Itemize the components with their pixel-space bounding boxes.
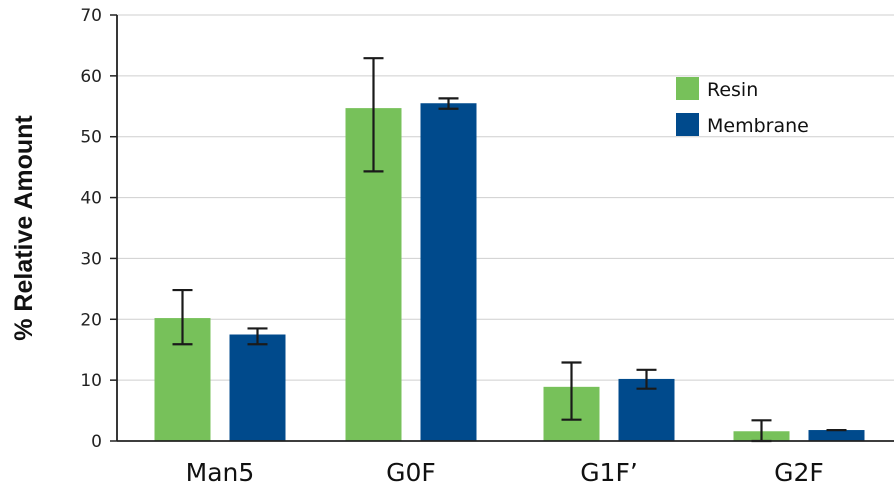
y-tick-labels: 0 10 20 30 40 50 60 70	[80, 6, 102, 452]
x-category-label-1: G0F	[386, 458, 436, 487]
x-category-label-2: G1F’	[580, 458, 638, 487]
bar-membrane-3	[808, 430, 865, 441]
legend-swatch-resin	[676, 77, 699, 100]
y-tick-label-50: 50	[80, 128, 102, 148]
y-tick-label-40: 40	[80, 189, 102, 209]
y-tick-label-10: 10	[80, 371, 102, 391]
bar-membrane-0	[229, 334, 286, 441]
x-category-label-3: G2F	[774, 458, 824, 487]
y-tick-label-0: 0	[91, 432, 102, 452]
error-bar-membrane-0	[247, 327, 268, 346]
legend-item-membrane: Membrane	[676, 113, 809, 137]
x-category-label-0: Man5	[186, 458, 255, 487]
error-bar-membrane-2	[636, 368, 657, 390]
legend: Resin Membrane	[676, 77, 809, 137]
y-tick-label-20: 20	[80, 310, 102, 330]
axes	[110, 14, 894, 442]
legend-item-resin: Resin	[676, 77, 758, 101]
bar-membrane-1	[420, 103, 477, 441]
x-category-labels: Man5 G0F G1F’ G2F	[186, 458, 824, 487]
error-bar-resin-0	[172, 288, 193, 346]
bars	[154, 103, 865, 442]
y-axis-title: % Relative Amount	[10, 115, 38, 341]
y-tick-label-30: 30	[80, 249, 102, 269]
y-tick-label-70: 70	[80, 6, 102, 26]
error-bar-membrane-1	[438, 97, 459, 110]
legend-swatch-membrane	[676, 113, 699, 136]
y-tick-label-60: 60	[80, 67, 102, 87]
error-bar-resin-2	[561, 361, 582, 421]
legend-label-resin: Resin	[707, 79, 758, 101]
legend-label-membrane: Membrane	[707, 115, 809, 137]
error-bar-resin-1	[363, 57, 384, 173]
